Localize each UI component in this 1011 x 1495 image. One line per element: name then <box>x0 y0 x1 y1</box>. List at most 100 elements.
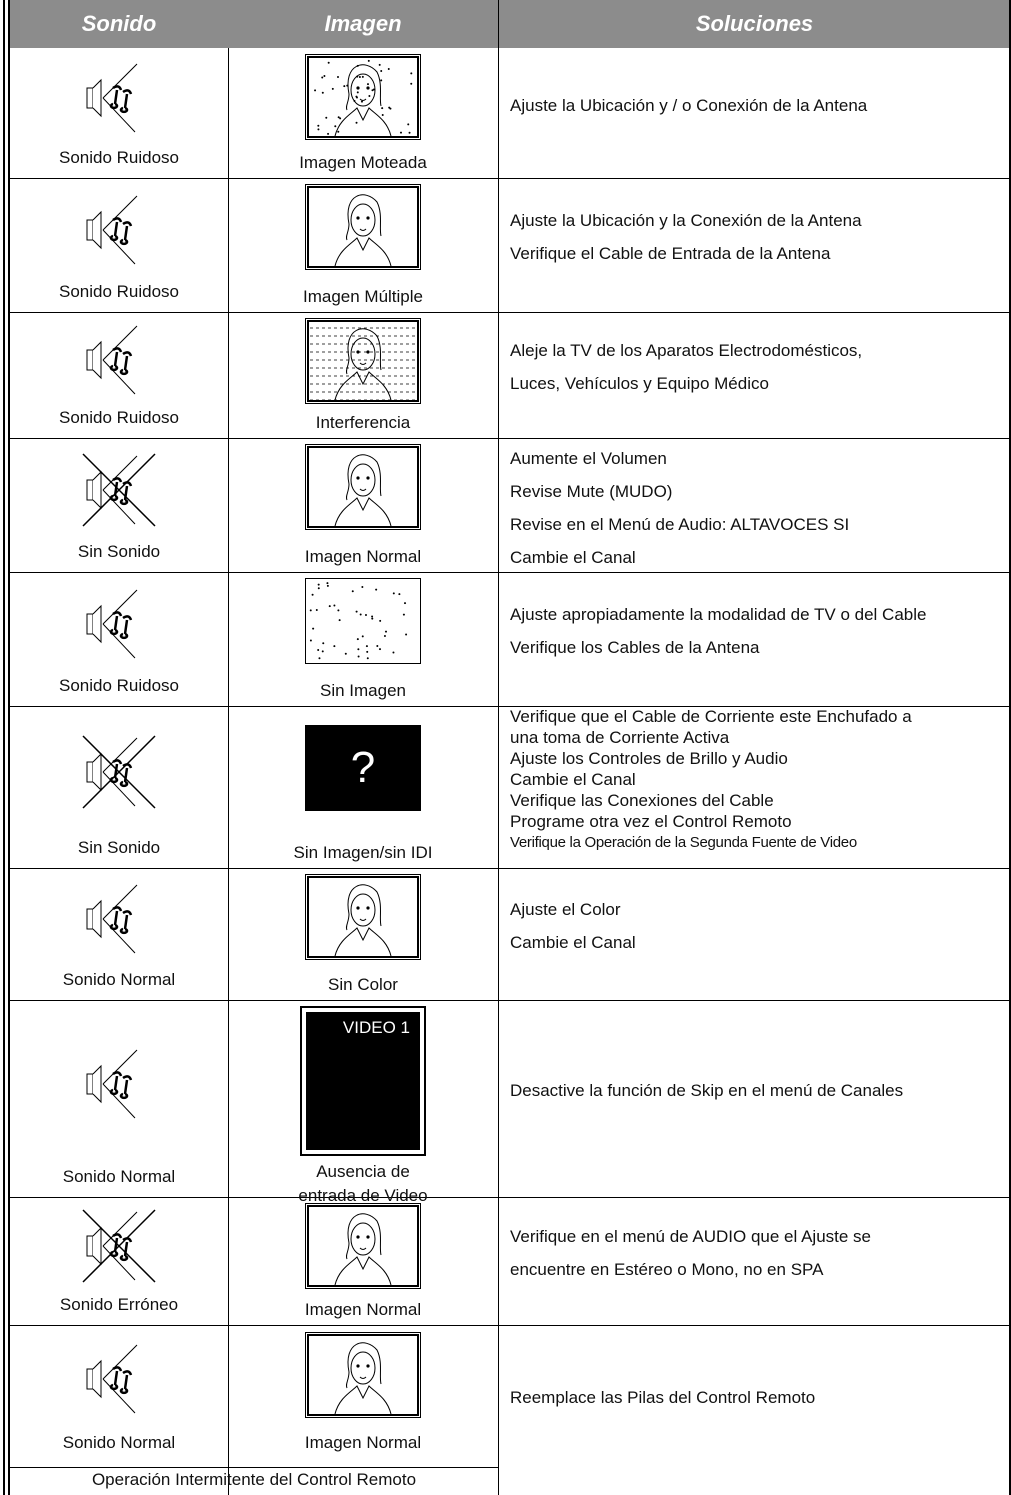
picture <box>305 444 421 530</box>
rule <box>10 312 498 313</box>
rule <box>10 178 498 179</box>
rule <box>498 1325 1011 1326</box>
picture <box>305 725 421 811</box>
solution-line: Verifique el Cable de Entrada de la Ante… <box>510 244 831 263</box>
sound-label: Sonido Ruidoso <box>58 282 180 301</box>
solution-line: Verifique la Operación de la Segunda Fue… <box>510 833 857 851</box>
picture-icon <box>305 1203 421 1289</box>
rule <box>498 438 1011 439</box>
rule <box>10 706 498 707</box>
speaker-cell <box>73 190 163 270</box>
solution-line: Cambie el Canal <box>510 933 636 952</box>
picture <box>305 54 421 140</box>
speaker-icon <box>86 63 138 133</box>
rule <box>10 868 498 869</box>
solution-line: Revise en el Menú de Audio: ALTAVOCES SI <box>510 515 850 534</box>
image-label: Imagen Múltiple <box>302 287 423 306</box>
picture <box>305 1332 421 1418</box>
picture-icon <box>305 578 421 664</box>
rule <box>498 868 1011 869</box>
picture-text: VIDEO 1 <box>342 1018 410 1037</box>
rule <box>228 48 229 1495</box>
picture-icon <box>305 725 421 811</box>
header-cell: Soluciones <box>695 11 814 36</box>
rule <box>498 178 1011 179</box>
sound-label: Sonido Erróneo <box>59 1295 179 1314</box>
speaker-cell <box>73 1206 163 1286</box>
image-label: Sin Imagen/sin IDI <box>293 843 433 862</box>
image-label: Interferencia <box>315 413 411 432</box>
picture <box>305 184 421 270</box>
image-label: Sin Imagen <box>320 681 406 700</box>
speaker-icon <box>82 453 156 527</box>
rule <box>498 1000 1011 1001</box>
picture <box>305 318 421 404</box>
speaker-cell <box>73 732 163 812</box>
picture-icon <box>305 1332 421 1418</box>
picture-icon <box>305 444 421 530</box>
rule <box>498 706 1011 707</box>
rule <box>10 1325 498 1326</box>
solution-line: Ajuste apropiadamente la modalidad de TV… <box>510 605 927 624</box>
rule <box>10 1467 498 1468</box>
sound-label: Sin Sonido <box>77 838 161 857</box>
speaker-icon <box>86 325 138 395</box>
border <box>8 0 10 1495</box>
solution-line: Ajuste la Ubicación y la Conexión de la … <box>510 211 862 230</box>
solution-line: Cambie el Canal <box>510 548 636 567</box>
sound-label: Sonido Normal <box>62 970 176 989</box>
rule <box>1009 0 1011 1495</box>
sound-label: Sonido Ruidoso <box>58 676 180 695</box>
solution-line: Reemplace las Pilas del Control Remoto <box>510 1388 816 1407</box>
speaker-cell <box>73 1339 163 1419</box>
image-label: Imagen Normal <box>304 547 422 566</box>
rule <box>10 1197 498 1198</box>
solution-line: Revise Mute (MUDO) <box>510 482 673 501</box>
solution-line: Verifique que el Cable de Corriente este… <box>510 706 912 726</box>
speaker-cell <box>73 584 163 664</box>
speaker-icon <box>86 1049 138 1118</box>
picture <box>305 874 421 960</box>
sound-label: Sonido Ruidoso <box>58 408 180 427</box>
solution-line: Aumente el Volumen <box>510 449 667 468</box>
picture <box>300 1006 426 1156</box>
rule <box>498 1197 1011 1198</box>
border <box>3 0 5 1495</box>
rule <box>10 1000 498 1001</box>
picture-icon <box>300 1006 426 1156</box>
picture-text: ? <box>350 743 376 792</box>
speaker-cell <box>73 58 163 138</box>
image-label: Imagen Moteada <box>299 153 427 172</box>
solution-line: Cambie el Canal <box>510 769 636 789</box>
speaker-cell <box>73 450 163 530</box>
picture <box>305 1203 421 1289</box>
image-label: entrada de Video <box>298 1186 428 1205</box>
sound-label: Sonido Normal <box>62 1433 176 1452</box>
solution-line: Verifique las Conexiones del Cable <box>510 790 774 810</box>
speaker-cell <box>73 1044 163 1124</box>
image-label: Imagen Normal <box>304 1300 422 1319</box>
speaker-icon <box>82 735 156 809</box>
rule <box>498 0 499 1495</box>
header-cell: Sonido <box>81 11 157 36</box>
header-bg <box>10 0 1011 48</box>
picture-icon <box>305 54 421 140</box>
rule <box>10 438 498 439</box>
solution-line: Verifique los Cables de la Antena <box>510 638 760 657</box>
solution-line: Aleje la TV de los Aparatos Electrodomés… <box>510 341 863 360</box>
solution-line: encuentre en Estéreo o Mono, no en SPA <box>510 1260 824 1279</box>
solution-line: Desactive la función de Skip en el menú … <box>510 1081 904 1100</box>
solution-line: Ajuste los Controles de Brillo y Audio <box>510 748 788 768</box>
speaker-icon <box>86 1344 138 1414</box>
sound-label: Sin Sonido <box>77 542 161 561</box>
solution-line: Luces, Vehículos y Equipo Médico <box>510 374 769 393</box>
picture-icon <box>305 874 421 960</box>
solution-line: Ajuste la Ubicación y / o Conexión de la… <box>510 95 868 115</box>
solution-line: Ajuste el Color <box>510 900 621 919</box>
speaker-icon <box>82 1209 156 1283</box>
solution-line: una toma de Corriente Activa <box>510 727 730 747</box>
image-label: Imagen Normal <box>304 1433 422 1452</box>
rule <box>498 312 1011 313</box>
rule <box>10 572 498 573</box>
